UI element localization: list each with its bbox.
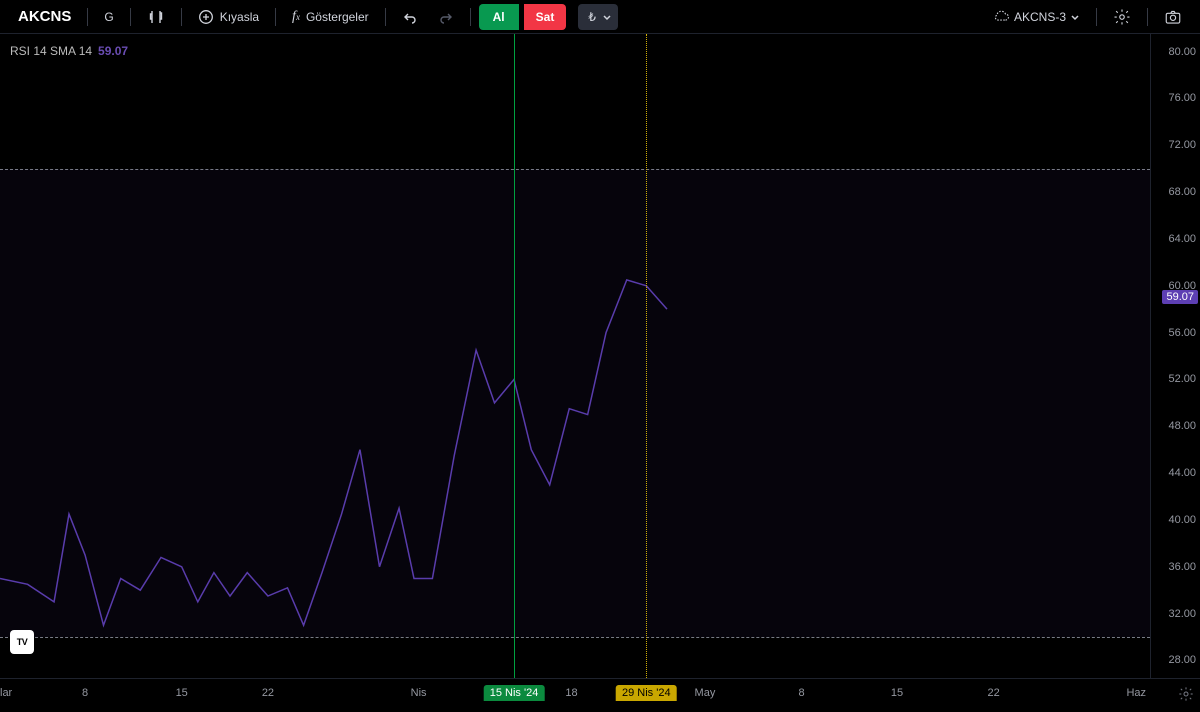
axis-settings-button[interactable] — [1178, 686, 1194, 705]
y-tick: 40.00 — [1168, 514, 1196, 526]
x-tick: 15 Nis '24 — [484, 685, 545, 701]
y-tick: 44.00 — [1168, 467, 1196, 479]
buy-button[interactable]: Al — [479, 4, 519, 30]
camera-icon — [1164, 8, 1182, 26]
y-tick: 64.00 — [1168, 233, 1196, 245]
cloud-icon — [992, 8, 1010, 26]
undo-button[interactable] — [394, 4, 426, 30]
y-tick: 48.00 — [1168, 420, 1196, 432]
candlestick-icon — [147, 8, 165, 26]
plus-circle-icon — [198, 9, 214, 25]
price-axis[interactable]: 28.00 32.00 36.00 40.00 44.00 48.00 52.00 56.00… — [1150, 34, 1200, 678]
x-tick: 18 — [565, 687, 577, 699]
indicators-label: Göstergeler — [306, 10, 369, 24]
top-toolbar: AKCNS G Kıyasla fx Göstergeler Al Sat ₺ — [0, 0, 1200, 34]
rsi-band — [0, 169, 1150, 637]
y-tick: 32.00 — [1168, 608, 1196, 620]
marker-line-yellow — [646, 34, 647, 678]
marker-line-green — [514, 34, 515, 678]
indicators-button[interactable]: fx Göstergeler — [284, 4, 377, 30]
rsi-lower-line — [0, 637, 1150, 638]
currency-label: ₺ — [588, 10, 596, 24]
x-tick: 15 — [176, 687, 188, 699]
tradingview-logo[interactable]: TV — [10, 630, 34, 654]
y-tick: 68.00 — [1168, 186, 1196, 198]
gear-icon — [1113, 8, 1131, 26]
y-tick: 36.00 — [1168, 561, 1196, 573]
x-tick: 22 — [262, 687, 274, 699]
compare-label: Kıyasla — [220, 10, 259, 24]
sell-button[interactable]: Sat — [524, 4, 567, 30]
time-axis[interactable]: lar 8 15 22 Nis 15 Nis '24 18 29 Nis '24 May 8 15 2… — [0, 678, 1200, 712]
gear-icon — [1178, 686, 1194, 702]
chart-type-button[interactable] — [139, 4, 173, 30]
redo-button[interactable] — [430, 4, 462, 30]
x-tick: 29 Nis '24 — [616, 685, 677, 701]
y-tick: 56.00 — [1168, 327, 1196, 339]
x-tick: 8 — [82, 687, 88, 699]
y-tick: 28.00 — [1168, 654, 1196, 666]
y-tick: 80.00 — [1168, 46, 1196, 58]
x-tick: Haz — [1126, 687, 1146, 699]
timeframe-button[interactable]: G — [96, 4, 121, 30]
x-tick: May — [695, 687, 716, 699]
compare-button[interactable]: Kıyasla — [190, 4, 267, 30]
chevron-down-icon — [602, 12, 612, 22]
indicator-legend[interactable]: RSI 14 SMA 14 59.07 — [10, 44, 128, 58]
undo-icon — [402, 9, 418, 25]
indicator-value: 59.07 — [98, 44, 128, 58]
x-tick: lar — [0, 687, 12, 699]
currency-selector[interactable]: ₺ — [578, 4, 618, 30]
fx-icon: fx — [292, 9, 300, 25]
x-tick: Nis — [411, 687, 427, 699]
symbol-button[interactable]: AKCNS — [10, 8, 79, 25]
indicator-name: RSI 14 SMA 14 — [10, 44, 92, 58]
rsi-upper-line — [0, 169, 1150, 170]
chevron-down-icon — [1070, 12, 1080, 22]
x-tick: 22 — [987, 687, 999, 699]
chart-area[interactable]: TV 28.00 32.00 36.00 40.00 44.00 48.00 52.00 56… — [0, 34, 1200, 678]
x-tick: 8 — [798, 687, 804, 699]
settings-button[interactable] — [1105, 4, 1139, 30]
snapshot-button[interactable] — [1156, 4, 1190, 30]
redo-icon — [438, 9, 454, 25]
y-tick-current: 59.07 — [1162, 290, 1198, 304]
x-tick: 15 — [891, 687, 903, 699]
y-tick: 76.00 — [1168, 92, 1196, 104]
y-tick: 72.00 — [1168, 139, 1196, 151]
layout-menu[interactable]: AKCNS-3 — [984, 4, 1088, 30]
layout-name: AKCNS-3 — [1014, 10, 1066, 24]
y-tick: 52.00 — [1168, 373, 1196, 385]
